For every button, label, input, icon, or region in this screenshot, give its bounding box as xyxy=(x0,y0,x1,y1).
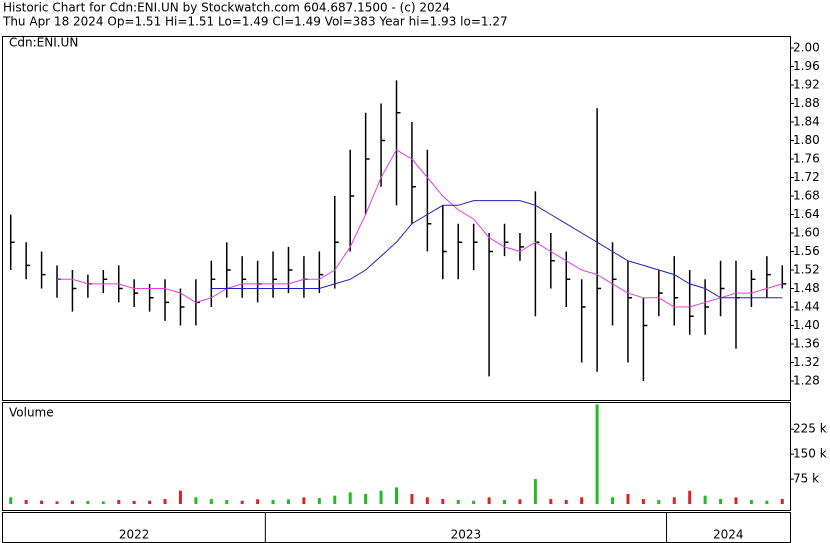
y-tick-label: 1.72 xyxy=(793,170,820,184)
volume-bar xyxy=(379,490,383,504)
volume-bar xyxy=(611,497,615,504)
volume-bar xyxy=(24,500,28,504)
price-panel xyxy=(2,36,791,401)
volume-bar xyxy=(86,501,90,504)
y-tick-label: 1.36 xyxy=(793,337,820,351)
y-tick-label: 1.68 xyxy=(793,189,820,203)
volume-bar xyxy=(286,499,290,504)
volume-bar xyxy=(302,497,306,504)
symbol-label: Cdn:ENI.UN xyxy=(9,36,78,50)
volume-bar xyxy=(9,497,13,504)
y-tick-label: 1.96 xyxy=(793,59,820,73)
volume-bar xyxy=(132,501,136,504)
volume-bar xyxy=(395,487,398,504)
volume-bar xyxy=(441,499,445,504)
volume-bar xyxy=(271,500,275,504)
volume-bar xyxy=(240,500,244,504)
volume-bar xyxy=(549,499,553,504)
volume-bar xyxy=(225,500,229,504)
volume-bar xyxy=(626,494,630,504)
volume-bar xyxy=(148,500,152,504)
volume-bar xyxy=(564,500,568,504)
chart-subtitle: Thu Apr 18 2024 Op=1.51 Hi=1.51 Lo=1.49 … xyxy=(2,15,508,29)
volume-bar xyxy=(780,499,784,504)
volume-bar xyxy=(70,500,74,504)
volume-bar xyxy=(317,498,321,504)
volume-bar xyxy=(55,501,59,504)
volume-bar xyxy=(425,497,429,504)
y-tick-label: 1.28 xyxy=(793,374,820,388)
volume-bar xyxy=(256,499,260,504)
chart-title: Historic Chart for Cdn:ENI.UN by Stockwa… xyxy=(3,1,450,15)
moving-average xyxy=(211,200,783,299)
volume-bar xyxy=(749,500,753,504)
y-tick-label: 2.00 xyxy=(793,41,820,55)
volume-bar xyxy=(533,479,537,504)
volume-label: Volume xyxy=(9,406,54,420)
volume-bar xyxy=(487,497,491,504)
volume-bar xyxy=(657,500,661,504)
y-tick-label: 1.84 xyxy=(793,115,820,129)
volume-bar xyxy=(580,497,584,504)
volume-bar xyxy=(703,495,707,504)
x-tick-label: 2022 xyxy=(119,528,150,542)
volume-bar xyxy=(194,497,198,504)
volume-bar xyxy=(178,490,182,504)
y-tick-label: 1.76 xyxy=(793,152,820,166)
volume-bar xyxy=(503,500,507,504)
volume-bar xyxy=(456,500,460,504)
volume-bar xyxy=(672,497,676,504)
y-tick-label: 1.52 xyxy=(793,263,820,277)
volume-bar xyxy=(117,500,121,504)
y-tick-label: 1.48 xyxy=(793,281,820,295)
x-tick-label: 2023 xyxy=(451,528,482,542)
volume-bar xyxy=(518,499,522,504)
y-tick-label: 1.60 xyxy=(793,226,820,240)
x-tick-label: 2024 xyxy=(713,528,744,542)
y-tick-label: 1.40 xyxy=(793,318,820,332)
volume-bar xyxy=(595,404,599,504)
volume-bar xyxy=(101,501,105,504)
y-tick-label: 150 k xyxy=(793,447,827,461)
y-tick-label: 1.64 xyxy=(793,207,820,221)
volume-panel xyxy=(2,402,791,511)
y-tick-label: 1.56 xyxy=(793,244,820,258)
volume-bar xyxy=(333,495,337,504)
volume-bar xyxy=(765,500,769,504)
moving-average xyxy=(57,149,783,308)
y-tick-label: 1.44 xyxy=(793,300,820,314)
volume-bar xyxy=(719,499,723,504)
y-tick-label: 1.80 xyxy=(793,133,820,147)
volume-bar xyxy=(472,500,476,504)
volume-bar xyxy=(40,500,44,504)
volume-bar xyxy=(410,494,414,504)
volume-bar xyxy=(641,499,645,504)
y-tick-label: 1.92 xyxy=(793,78,820,92)
y-tick-label: 1.32 xyxy=(793,355,820,369)
y-tick-label: 1.88 xyxy=(793,96,820,110)
volume-bar xyxy=(209,499,213,504)
volume-bar xyxy=(163,499,167,504)
y-tick-label: 225 k xyxy=(793,422,827,436)
volume-bar xyxy=(364,494,368,504)
y-tick-label: 75 k xyxy=(793,472,819,486)
volume-bar xyxy=(688,490,692,504)
volume-bar xyxy=(734,497,738,504)
volume-bar xyxy=(348,492,352,504)
